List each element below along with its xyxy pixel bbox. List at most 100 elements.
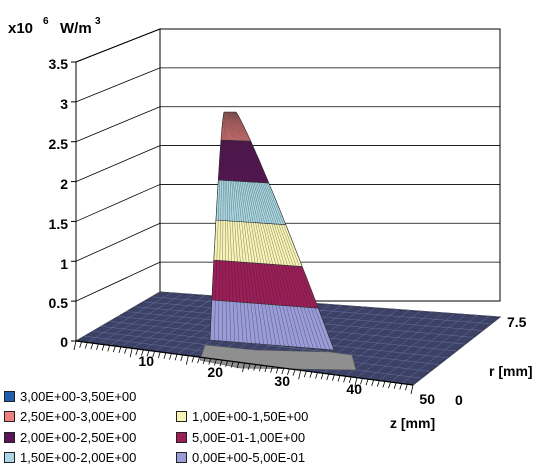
- z-axis-tick-mark: [371, 379, 375, 386]
- floor-mesh-line: [151, 296, 492, 325]
- legend-item-band-5: 1,00E+00-1,50E+00: [176, 407, 308, 428]
- z-axis-tick-mark: [174, 354, 178, 361]
- z-axis-tick-mark: [360, 378, 363, 385]
- surface-mesh-line: [231, 111, 285, 347]
- z-axis-tick-mark: [410, 384, 414, 395]
- z-tick-50: 50: [419, 391, 435, 407]
- z-axis-tick-mark: [292, 369, 296, 376]
- z-axis-label: z [mm]: [390, 415, 435, 431]
- surface-mesh-line: [233, 111, 306, 348]
- z-axis-tick-mark: [236, 362, 240, 369]
- z-axis-tick-mark: [270, 366, 273, 373]
- z-axis-tick-mark: [264, 365, 268, 373]
- z-axis-tick-mark: [247, 363, 251, 370]
- legend-label: 1,00E+00-1,50E+00: [192, 409, 309, 425]
- z-axis-tick-mark: [376, 380, 380, 387]
- unit-label: W/m: [60, 20, 92, 37]
- gridline-left: [75, 106, 161, 143]
- z-axis-tick-mark: [343, 376, 346, 383]
- z-axis-tick-mark: [90, 343, 94, 350]
- value-axis-ticks: 0 0.5 1 1.5 2 2.5 3 3.5: [49, 56, 69, 350]
- value-tick-5: 2.5: [49, 136, 69, 152]
- z-axis-tick-mark: [348, 376, 352, 384]
- legend-item-band-2: 2,50E+00-3,00E+00: [4, 407, 136, 428]
- z-axis-tick-mark: [157, 351, 161, 359]
- z-axis-tick-mark: [242, 362, 245, 373]
- r-tick-0: 0: [455, 392, 463, 408]
- z-axis-tick-mark: [79, 341, 82, 348]
- legend-swatch: [176, 411, 187, 423]
- gridlines: [71, 28, 500, 342]
- value-tick-4: 2: [60, 176, 68, 192]
- z-axis-tick-mark: [287, 368, 290, 375]
- legend-label: 1,50E+00-2,00E+00: [20, 450, 137, 466]
- surface-mesh-line: [233, 111, 310, 349]
- surface-mesh-line: [218, 111, 225, 341]
- z-axis-tick-mark: [315, 372, 318, 379]
- legend-column-1: 3,00E+00-3,50E+00 2,50E+00-3,00E+00 2,00…: [4, 386, 136, 468]
- z-axis-tick-mark: [202, 357, 206, 364]
- value-tick-0: 0: [60, 334, 68, 350]
- z-axis-tick-mark: [326, 373, 330, 381]
- legend-item-band-7: 0,00E+00-5,00E-01: [176, 448, 308, 469]
- z-axis-ticks: 10 20 30 40 50: [138, 353, 435, 407]
- legend-label: 5,00E-01-1,00E+00: [192, 429, 306, 445]
- surface-mesh-line: [231, 111, 289, 347]
- z-axis-tick-mark: [354, 377, 358, 387]
- z-tick-30: 30: [274, 373, 290, 389]
- surface-mesh-line: [235, 111, 326, 350]
- surface-mesh-line: [234, 111, 322, 350]
- z-axis-tick-mark: [309, 371, 313, 378]
- legend-item-band-6: 5,00E-01-1,00E+00: [176, 427, 308, 448]
- z-axis-tick-mark: [275, 367, 279, 374]
- r-axis-label: r [mm]: [489, 363, 533, 379]
- z-axis-tick-mark: [135, 348, 139, 356]
- z-axis-tick-mark: [253, 364, 257, 371]
- legend-swatch: [4, 431, 15, 443]
- surface-mesh-line: [228, 111, 256, 344]
- gridline-left: [75, 145, 161, 182]
- z-axis-tick-mark: [129, 348, 133, 358]
- surface-mesh-line: [227, 111, 252, 344]
- legend-item-band-4: 1,50E+00-2,00E+00: [4, 448, 136, 469]
- unit-label-exponent: 3: [95, 16, 101, 27]
- surface-mesh-line: [230, 111, 277, 346]
- surface-mesh-line: [224, 111, 227, 342]
- back-wall: [159, 28, 501, 302]
- z-axis-tick-mark: [331, 374, 335, 381]
- z-axis-tick-mark: [298, 370, 302, 380]
- z-axis-minor-ticks: [73, 340, 414, 395]
- surface-mesh-line: [228, 111, 260, 345]
- legend-column-2: 1,00E+00-1,50E+00 5,00E-01-1,00E+00 0,00…: [176, 407, 308, 469]
- unit-prefix: x10: [8, 20, 33, 37]
- z-axis-tick-mark: [191, 356, 195, 363]
- surface-mesh-line: [225, 111, 231, 342]
- legend-swatch: [4, 390, 15, 402]
- z-axis-tick-mark: [169, 353, 172, 360]
- z-axis-tick-mark: [101, 344, 105, 351]
- surface-mesh-line: [233, 111, 314, 349]
- z-axis-tick-mark: [141, 349, 144, 356]
- z-axis-tick-mark: [208, 358, 212, 365]
- value-tick-1: 0.5: [49, 295, 69, 311]
- z-axis-tick-mark: [185, 355, 189, 365]
- z-axis-tick-mark: [197, 357, 200, 364]
- value-tick-3: 1.5: [49, 216, 69, 232]
- bottom-gray-region: [199, 344, 357, 371]
- surface-mesh: [209, 111, 335, 351]
- gridline-left: [75, 67, 161, 103]
- z-axis-tick-mark: [214, 359, 217, 366]
- z-axis-tick-mark: [393, 382, 397, 389]
- floor-mesh-line: [101, 326, 440, 365]
- z-axis-tick-mark: [230, 361, 234, 368]
- z-axis-tick-mark: [96, 343, 99, 351]
- value-tick-7: 3.5: [49, 56, 69, 72]
- z-axis-tick-mark: [124, 347, 127, 354]
- gridline-left: [75, 184, 161, 222]
- z-axis-tick-mark: [84, 342, 88, 349]
- value-tick-2: 1: [60, 256, 68, 272]
- z-axis-tick-mark: [219, 359, 223, 367]
- surface-mesh-line: [229, 111, 273, 346]
- surface-mesh-line: [235, 111, 331, 350]
